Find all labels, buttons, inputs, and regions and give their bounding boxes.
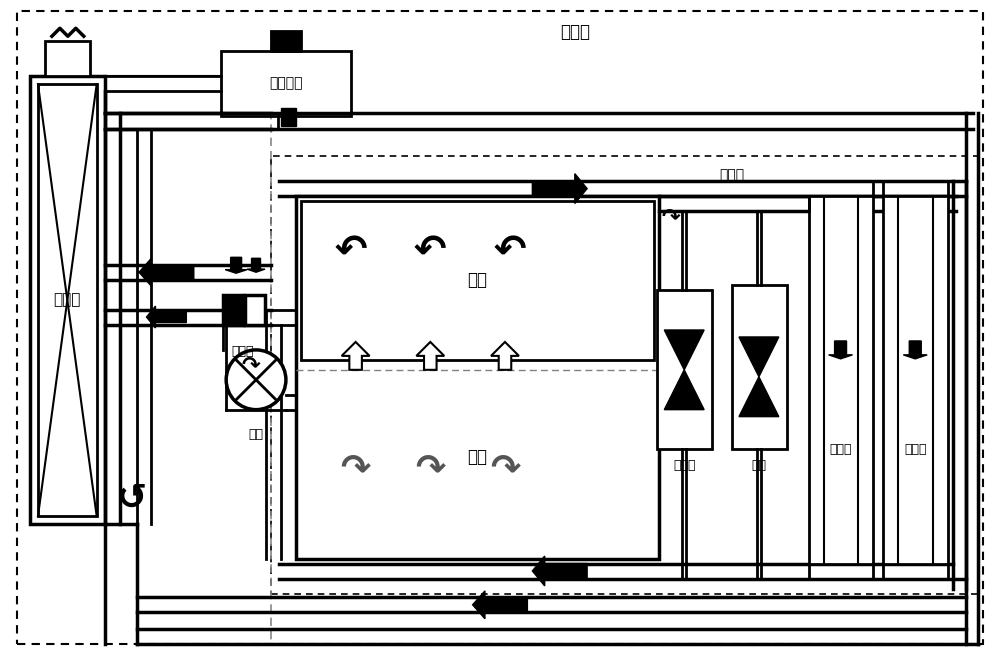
Bar bbox=[223, 295, 243, 325]
Text: 水泵: 水泵 bbox=[249, 428, 264, 441]
Polygon shape bbox=[473, 591, 527, 619]
Polygon shape bbox=[139, 259, 194, 286]
Text: ↷: ↷ bbox=[415, 453, 445, 486]
Text: ↶: ↶ bbox=[494, 232, 526, 269]
Bar bbox=[301, 201, 654, 360]
Polygon shape bbox=[532, 174, 587, 203]
Text: ↶: ↶ bbox=[414, 232, 447, 269]
Text: ↷: ↷ bbox=[242, 355, 260, 375]
Text: ↺: ↺ bbox=[116, 482, 147, 517]
Polygon shape bbox=[903, 341, 927, 359]
Text: 膨胀水壶: 膨胀水壶 bbox=[269, 76, 303, 91]
Polygon shape bbox=[491, 342, 519, 370]
Text: ↷: ↷ bbox=[340, 453, 371, 486]
Polygon shape bbox=[146, 306, 186, 328]
Bar bbox=[245, 295, 265, 325]
Bar bbox=[30, 76, 105, 524]
Text: 气门门: 气门门 bbox=[904, 443, 926, 456]
Bar bbox=[732, 285, 787, 449]
Circle shape bbox=[226, 350, 286, 410]
Bar bbox=[45, 41, 90, 76]
Bar bbox=[281, 108, 296, 126]
Polygon shape bbox=[664, 330, 704, 370]
Bar bbox=[883, 195, 948, 564]
Polygon shape bbox=[247, 259, 265, 272]
Bar bbox=[657, 290, 712, 449]
Polygon shape bbox=[829, 341, 853, 359]
Text: 散热器: 散热器 bbox=[54, 293, 81, 308]
Polygon shape bbox=[532, 556, 587, 586]
Text: 缸盖: 缸盖 bbox=[468, 271, 488, 290]
Text: 油冷器: 油冷器 bbox=[673, 459, 695, 472]
Bar bbox=[38, 84, 97, 517]
Polygon shape bbox=[664, 370, 704, 410]
Bar bbox=[271, 156, 978, 594]
Text: 缸体: 缸体 bbox=[468, 448, 488, 467]
Text: 大循环: 大循环 bbox=[560, 23, 590, 41]
Bar bbox=[271, 32, 301, 51]
Text: ↷: ↷ bbox=[490, 453, 520, 486]
Text: 增压器: 增压器 bbox=[829, 443, 852, 456]
Polygon shape bbox=[739, 337, 779, 377]
Bar bbox=[221, 51, 351, 116]
Text: ↷: ↷ bbox=[662, 207, 681, 228]
Text: 节温器: 节温器 bbox=[232, 345, 254, 358]
Text: 暖风: 暖风 bbox=[751, 459, 766, 472]
Bar bbox=[296, 195, 659, 559]
Bar bbox=[809, 195, 873, 564]
Polygon shape bbox=[225, 257, 247, 273]
Polygon shape bbox=[342, 342, 370, 370]
Polygon shape bbox=[416, 342, 444, 370]
Polygon shape bbox=[739, 377, 779, 417]
Text: 小循环: 小循环 bbox=[719, 168, 744, 183]
Text: ↶: ↶ bbox=[334, 232, 367, 269]
